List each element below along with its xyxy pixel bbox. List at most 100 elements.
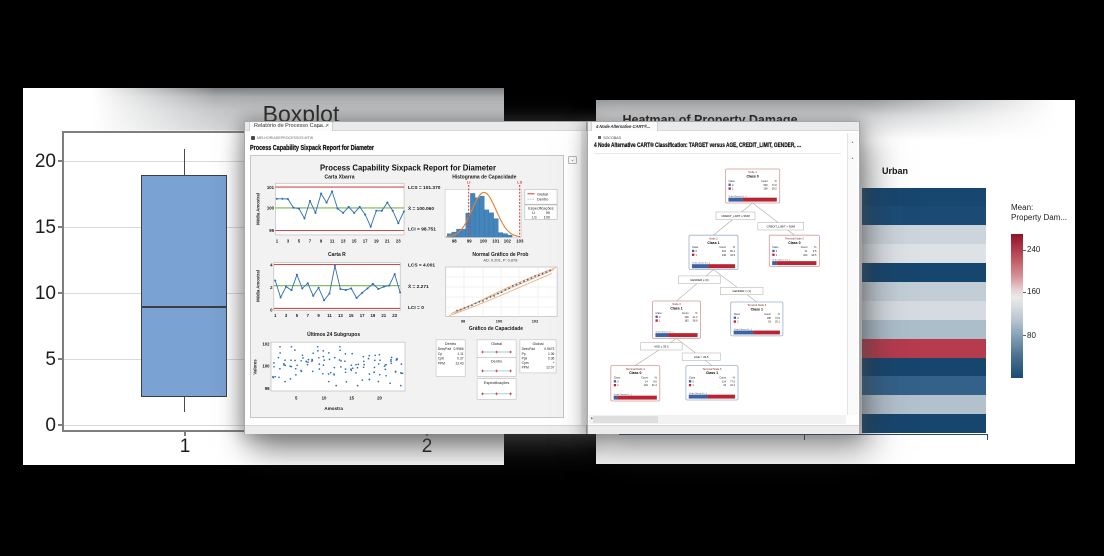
- svg-text:Carta R: Carta R: [328, 252, 346, 258]
- svg-text:248: 248: [722, 254, 727, 257]
- svg-text:X̄ = 100.060: X̄ = 100.060: [408, 205, 434, 212]
- svg-text:Node 1: Node 1: [748, 170, 757, 174]
- svg-text:0.36: 0.36: [548, 356, 555, 360]
- svg-text:Global: Global: [537, 192, 548, 196]
- svg-text:21: 21: [805, 250, 808, 253]
- svg-text:25.1: 25.1: [775, 321, 780, 324]
- svg-text:Count: Count: [719, 376, 726, 379]
- svg-text:33: 33: [723, 384, 726, 387]
- svg-text:10: 10: [322, 395, 327, 400]
- svg-text:98: 98: [461, 319, 466, 324]
- svg-text:Class: Class: [614, 376, 621, 379]
- svg-text:13: 13: [341, 238, 346, 243]
- svg-text:114: 114: [722, 380, 727, 383]
- svg-text:CREDIT_LIMIT ≤ 9548: CREDIT_LIMIT ≤ 9548: [721, 214, 750, 218]
- svg-text:Dentro: Dentro: [491, 360, 502, 364]
- svg-text:41.2: 41.2: [693, 316, 698, 319]
- svg-text:1: 1: [737, 321, 739, 324]
- svg-text:Global: Global: [491, 342, 502, 346]
- svg-text:Count: Count: [682, 312, 689, 315]
- svg-text:Terminal Node 2: Terminal Node 2: [785, 236, 804, 240]
- svg-text:99: 99: [269, 228, 274, 233]
- svg-text:4: 4: [270, 262, 273, 267]
- svg-text:11: 11: [330, 238, 335, 243]
- svg-text:Histograma de Capacidade: Histograma de Capacidade: [452, 175, 516, 181]
- svg-text:Normal Gráfico de Prob: Normal Gráfico de Prob: [472, 252, 528, 258]
- svg-text:9.5: 9.5: [813, 250, 817, 253]
- svg-text:Class: Class: [729, 180, 736, 183]
- svg-text:Count: Count: [719, 246, 726, 249]
- svg-text:3: 3: [285, 313, 288, 318]
- svg-text:%: %: [774, 180, 777, 183]
- svg-text:% da Classe 0 (...): % da Classe 0 (...): [772, 259, 790, 261]
- svg-text:*: *: [553, 361, 555, 365]
- svg-text:%: %: [733, 376, 736, 379]
- svg-text:Class: Class: [689, 376, 696, 379]
- svg-text:1.06: 1.06: [548, 352, 555, 356]
- svg-text:Node 3: Node 3: [672, 302, 681, 306]
- svg-text:CpK: CpK: [438, 357, 445, 361]
- svg-text:Class 0: Class 0: [788, 241, 800, 245]
- svg-text:0: 0: [737, 317, 739, 320]
- svg-text:% da Classe 0 (...): % da Classe 0 (...): [692, 263, 710, 265]
- svg-text:77.6: 77.6: [730, 380, 735, 383]
- svg-text:0.37: 0.37: [457, 357, 464, 361]
- svg-text:%: %: [814, 246, 817, 249]
- svg-text:Pp: Pp: [522, 352, 526, 356]
- svg-text:9: 9: [317, 313, 320, 318]
- svg-text:LCI = 0: LCI = 0: [408, 305, 424, 311]
- svg-text:DesvPad: DesvPad: [438, 347, 452, 351]
- svg-text:0.9966: 0.9966: [454, 347, 464, 351]
- svg-text:Count: Count: [761, 180, 768, 183]
- svg-text:Class: Class: [692, 246, 699, 249]
- svg-text:183: 183: [684, 320, 689, 323]
- svg-text:12.07: 12.07: [546, 366, 554, 370]
- svg-text:1: 1: [692, 384, 694, 387]
- svg-text:19: 19: [374, 238, 379, 243]
- svg-text:22.4: 22.4: [730, 384, 735, 387]
- svg-text:0: 0: [732, 184, 734, 187]
- svg-text:13: 13: [338, 313, 343, 318]
- svg-text:100: 100: [496, 319, 503, 324]
- svg-text:20: 20: [377, 395, 382, 400]
- svg-text:17: 17: [360, 313, 365, 318]
- svg-text:0: 0: [692, 380, 694, 383]
- svg-text:%: %: [655, 376, 658, 379]
- svg-text:102: 102: [532, 319, 539, 324]
- svg-text:99: 99: [546, 211, 550, 215]
- svg-text:1.11: 1.11: [457, 352, 463, 356]
- svg-text:AGE ≤ 39.5: AGE ≤ 39.5: [654, 344, 669, 348]
- svg-text:100: 100: [544, 215, 550, 219]
- svg-text:LI: LI: [532, 211, 535, 215]
- svg-text:17: 17: [363, 238, 368, 243]
- svg-text:23: 23: [396, 238, 401, 243]
- svg-text:LS: LS: [532, 215, 537, 219]
- svg-text:Média Amostral: Média Amostral: [256, 193, 261, 225]
- svg-text:1: 1: [776, 254, 778, 257]
- svg-text:Process Capability Sixpack Rep: Process Capability Sixpack Report for Di…: [320, 163, 497, 173]
- svg-text:5: 5: [296, 313, 299, 318]
- svg-text:13.43: 13.43: [455, 361, 463, 365]
- svg-text:Especificações: Especificações: [484, 381, 509, 385]
- svg-text:0: 0: [696, 250, 698, 253]
- svg-text:100: 100: [262, 364, 270, 369]
- svg-text:58.8: 58.8: [693, 320, 698, 323]
- svg-text:90.5: 90.5: [812, 254, 817, 257]
- svg-text:% da Classe 0 (...): % da Classe 0 (...): [656, 331, 674, 333]
- svg-text:Class 0: Class 0: [746, 175, 758, 179]
- svg-text:1: 1: [732, 188, 734, 191]
- svg-text:GENDER = (1): GENDER = (1): [732, 289, 751, 293]
- svg-text:%: %: [695, 312, 698, 315]
- svg-text:98: 98: [452, 238, 457, 243]
- svg-text:103: 103: [516, 238, 524, 243]
- svg-text:%: %: [733, 246, 736, 249]
- svg-text:11: 11: [327, 313, 332, 318]
- svg-text:316: 316: [722, 250, 727, 253]
- svg-text:0: 0: [617, 380, 619, 383]
- svg-text:Dentro: Dentro: [537, 198, 548, 202]
- svg-text:101: 101: [267, 185, 275, 190]
- svg-text:28.2: 28.2: [772, 188, 777, 191]
- svg-text:21: 21: [385, 238, 390, 243]
- svg-text:0: 0: [270, 307, 273, 312]
- svg-text:1: 1: [274, 313, 277, 318]
